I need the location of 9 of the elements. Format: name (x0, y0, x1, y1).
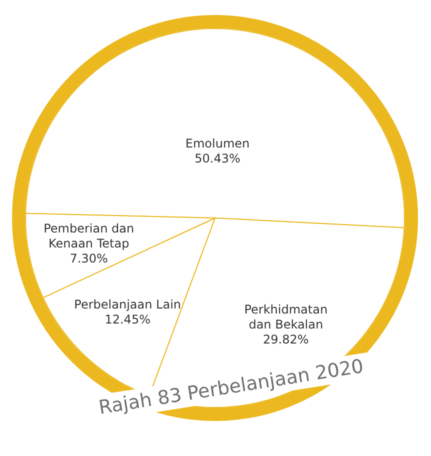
data-label: 50.43% (194, 151, 240, 166)
data-label: 29.82% (263, 332, 309, 347)
text: Rajah 83 Perbelanjaan 2020 (90, 352, 372, 422)
slice-label: Pemberian dan Kenaan Tetap (44, 221, 134, 250)
slice-label: Emolumen (185, 136, 250, 150)
data-label: 12.45% (104, 312, 150, 326)
slice-label: Perkhidmatan dan Bekalan (244, 302, 328, 332)
slice-label: Perbelanjaan Lain (74, 297, 182, 312)
data-label: 7.30% (70, 251, 108, 266)
